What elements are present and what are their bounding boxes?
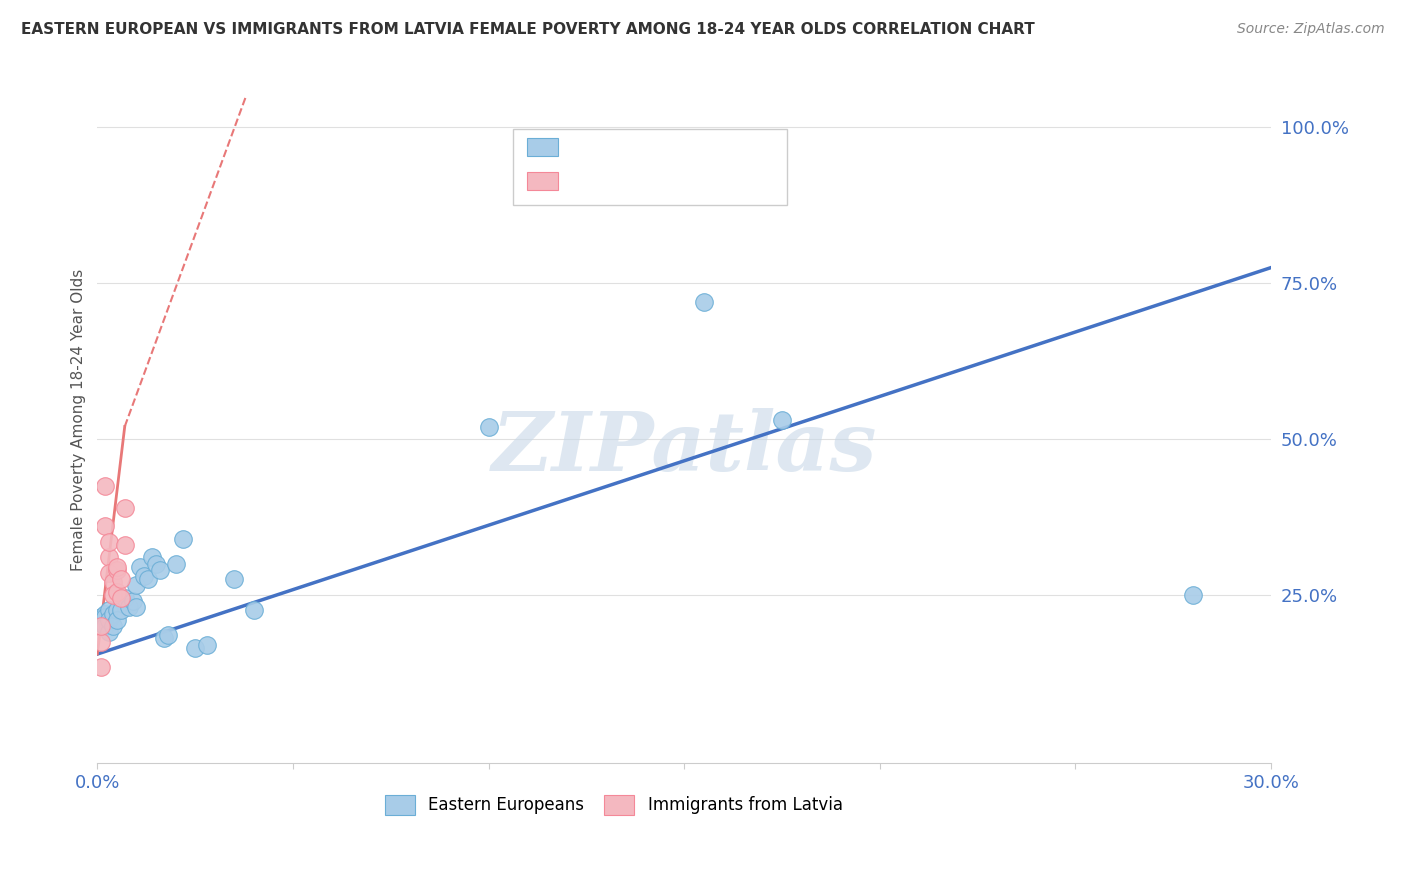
Point [98, 603, 121, 617]
Text: N = 36: N = 36 [682, 136, 745, 154]
Point [98, 566, 121, 580]
Point [125, 578, 148, 592]
Point [149, 563, 172, 577]
Point [153, 632, 176, 646]
Point [94, 619, 117, 633]
Point [105, 613, 128, 627]
Point [98, 625, 121, 640]
Point [165, 557, 187, 571]
Point [105, 559, 128, 574]
Point [94, 519, 117, 533]
Point [129, 559, 152, 574]
Y-axis label: Female Poverty Among 18-24 Year Olds: Female Poverty Among 18-24 Year Olds [72, 269, 86, 572]
Point [94, 609, 117, 624]
Point [121, 594, 143, 608]
Point [134, 569, 156, 583]
Point [110, 603, 132, 617]
Point [110, 572, 132, 586]
Point [114, 538, 136, 552]
Point [114, 591, 136, 605]
Point [105, 563, 128, 577]
Point [98, 534, 121, 549]
Text: EASTERN EUROPEAN VS IMMIGRANTS FROM LATVIA FEMALE POVERTY AMONG 18-24 YEAR OLDS : EASTERN EUROPEAN VS IMMIGRANTS FROM LATV… [21, 22, 1035, 37]
Point [184, 640, 207, 655]
Text: Source: ZipAtlas.com: Source: ZipAtlas.com [1237, 22, 1385, 37]
Point [98, 550, 121, 565]
Text: R = 0.472: R = 0.472 [569, 136, 659, 154]
Point [110, 591, 132, 605]
Point [693, 294, 716, 309]
Point [94, 607, 117, 621]
Point [90, 619, 112, 633]
Point [101, 588, 124, 602]
Point [94, 479, 117, 493]
Point [125, 600, 148, 615]
Point [141, 550, 163, 565]
Text: N = 17: N = 17 [682, 171, 745, 189]
Point [770, 413, 793, 427]
Point [114, 500, 136, 515]
Point [98, 613, 121, 627]
Point [105, 603, 128, 617]
Point [105, 584, 128, 599]
Point [90, 659, 112, 673]
Point [172, 532, 194, 546]
Point [101, 575, 124, 590]
Point [101, 607, 124, 621]
Point [1181, 588, 1204, 602]
Point [478, 419, 501, 434]
Point [136, 572, 159, 586]
Point [101, 619, 124, 633]
Text: ZIPatlas: ZIPatlas [492, 408, 877, 488]
Point [145, 557, 167, 571]
Point [195, 638, 218, 652]
Point [90, 615, 112, 630]
Point [118, 600, 141, 615]
Point [90, 634, 112, 648]
Point [243, 603, 266, 617]
Point [90, 609, 112, 624]
Text: R = 0.563: R = 0.563 [569, 171, 659, 189]
Legend: Eastern Europeans, Immigrants from Latvia: Eastern Europeans, Immigrants from Latvi… [377, 787, 851, 823]
Point [156, 628, 179, 642]
Point [224, 572, 246, 586]
